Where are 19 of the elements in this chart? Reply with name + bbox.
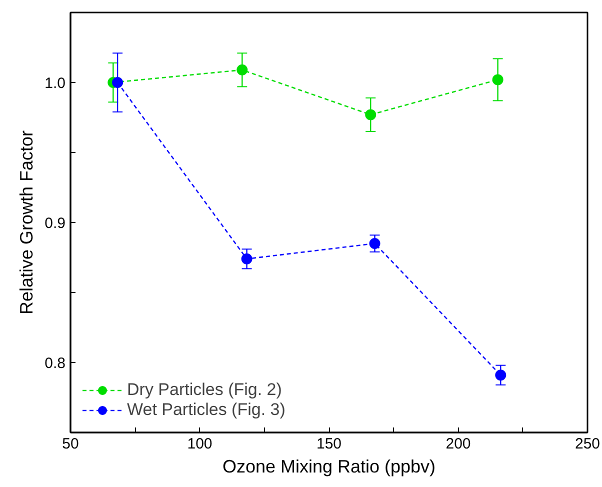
y-tick-label: 0.9 — [44, 215, 66, 232]
y-tick-label: 1.0 — [44, 75, 66, 92]
x-tick-label: 250 — [574, 436, 600, 452]
legend-label: Dry Particles (Fig. 2) — [127, 380, 282, 400]
x-tick-label: 200 — [446, 436, 471, 452]
y-axis-title: Relative Growth Factor — [16, 130, 37, 315]
y-tick-label: 0.8 — [44, 355, 66, 372]
point — [241, 253, 252, 264]
point — [236, 64, 248, 76]
x-tick-label: 100 — [187, 436, 212, 452]
point — [112, 77, 124, 88]
point — [365, 109, 376, 120]
x-axis-title: Ozone Mixing Ratio (ppbv) — [222, 456, 436, 476]
x-tick-label: 50 — [62, 436, 79, 452]
point — [492, 74, 504, 86]
legend-label: Wet Particles (Fig. 3) — [127, 400, 286, 420]
point — [369, 238, 380, 249]
x-tick-label: 150 — [316, 436, 342, 452]
point — [495, 370, 506, 381]
